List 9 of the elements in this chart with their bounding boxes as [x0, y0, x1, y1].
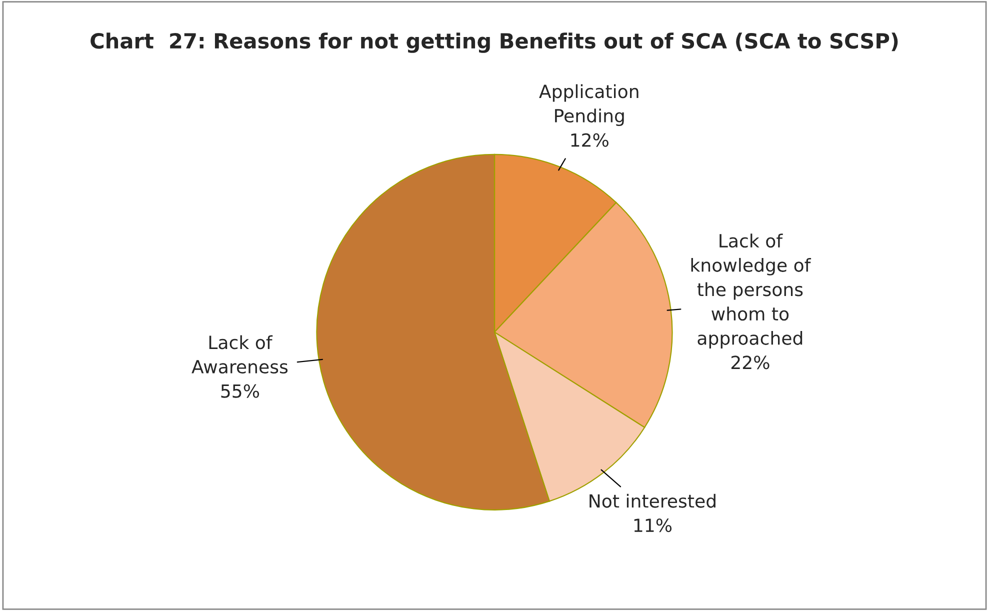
slice-label: Lack of knowledge of the persons whom to approached	[691, 234, 812, 348]
data-label: 55%	[221, 384, 260, 398]
slice-label: Application Pending	[539, 84, 638, 126]
data-label: 12%	[571, 133, 608, 147]
data-label: 11%	[634, 518, 672, 532]
slice-label: Lack of Awareness	[192, 335, 288, 374]
chart-title: Chart 27: Reasons for not getting Benefits out of SCA (SCA to SCSP)	[90, 32, 898, 53]
slice-label: Not interested	[590, 494, 716, 508]
data-label: 22%	[731, 356, 770, 370]
